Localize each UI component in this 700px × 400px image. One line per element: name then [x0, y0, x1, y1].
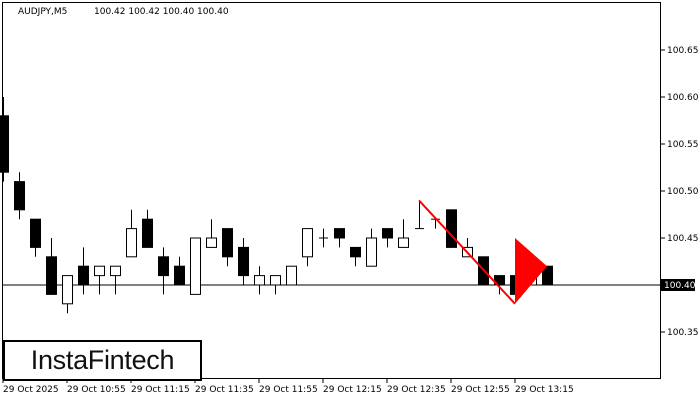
- price-tick-label: 100.65: [667, 46, 699, 56]
- candle-body: [78, 265, 89, 286]
- bullish-candle: [366, 228, 377, 267]
- time-tick-label: 29 Oct 10:55: [67, 385, 126, 395]
- candle-body: [238, 246, 249, 277]
- bullish-candle: [62, 275, 73, 314]
- bearish-candle: [238, 238, 249, 285]
- bearish-candle: [142, 209, 153, 248]
- candle-body: [382, 228, 393, 239]
- time-tick-label: 29 Oct 12:35: [387, 385, 446, 395]
- price-axis: 100.65 100.60 100.55 100.50 100.45 100.40 100.…: [661, 46, 699, 338]
- candle-body: [302, 228, 313, 258]
- bearish-candle: [174, 256, 185, 286]
- candle-body: [222, 228, 233, 258]
- time-tick-label: 29 Oct 11:35: [195, 385, 254, 395]
- time-axis: 29 Oct 2025 29 Oct 10:55 29 Oct 11:15 29 Oc…: [2, 379, 574, 395]
- price-tick-label: 100.45: [667, 234, 699, 244]
- candle-body: [174, 265, 185, 286]
- bullish-candle: [94, 265, 105, 295]
- candle-body: [350, 246, 361, 258]
- price-tick-label: 100.55: [667, 140, 699, 150]
- price-tick-label: 100.60: [667, 93, 699, 103]
- bullish-candle: [270, 275, 281, 295]
- candle-body: [206, 237, 217, 248]
- bearish-flag-pattern: [418, 199, 547, 305]
- candle-body: [62, 275, 73, 305]
- instafintech-logo: InstaFintech: [3, 340, 202, 381]
- pattern-pole: [418, 199, 516, 305]
- bearish-candle: [446, 209, 457, 248]
- pattern-flag: [515, 238, 547, 304]
- time-tick-label: 29 Oct 12:55: [451, 385, 510, 395]
- bearish-candle: [78, 247, 89, 295]
- bearish-candle: [0, 97, 9, 182]
- bearish-candle: [46, 238, 57, 295]
- candle-body: [126, 228, 137, 258]
- bullish-candle: [190, 237, 201, 295]
- candle-body: [0, 115, 9, 173]
- bearish-candle: [350, 246, 361, 267]
- svg-text:100.40: 100.40: [664, 281, 696, 291]
- bearish-candle: [222, 228, 233, 267]
- candle-body: [14, 181, 25, 211]
- time-tick-label: 29 Oct 11:55: [259, 385, 318, 395]
- bullish-candle: [302, 228, 313, 267]
- bullish-candle: [286, 265, 297, 286]
- price-tick-label: 100.50: [667, 187, 699, 197]
- symbol-label: AUDJPY,M5: [18, 7, 67, 17]
- candle-body: [366, 237, 377, 267]
- candle-body: [446, 209, 457, 248]
- ohlc-label: 100.42 100.42 100.40 100.40: [94, 7, 229, 17]
- candle-body: [286, 265, 297, 286]
- candle-body: [254, 275, 265, 286]
- candle-body: [334, 228, 345, 239]
- bearish-candle: [334, 228, 345, 248]
- time-tick-label: 29 Oct 2025: [3, 385, 59, 395]
- price-tick-label: 100.35: [667, 328, 699, 338]
- bullish-candle: [415, 200, 424, 230]
- bearish-candle: [542, 265, 553, 286]
- candle-body: [158, 256, 169, 277]
- bullish-candle: [398, 219, 409, 248]
- chart-frame: [2, 2, 661, 379]
- candle-body: [94, 265, 105, 277]
- candle-body: [270, 275, 281, 286]
- bullish-candle: [126, 209, 137, 258]
- bearish-candle: [158, 247, 169, 295]
- candles: [0, 97, 553, 314]
- candle-body: [142, 218, 153, 248]
- time-tick-label: 29 Oct 11:15: [131, 385, 190, 395]
- candle-body: [190, 237, 201, 295]
- bearish-candle: [14, 172, 25, 220]
- candle-body: [46, 256, 57, 295]
- candle-body: [398, 237, 409, 248]
- bullish-candle: [110, 265, 121, 295]
- time-tick-label: 29 Oct 13:15: [515, 385, 574, 395]
- bearish-candle: [382, 228, 393, 248]
- current-price-label: 100.40: [661, 279, 696, 291]
- bullish-candle: [319, 228, 328, 248]
- candle-body: [30, 218, 41, 248]
- bullish-candle: [254, 266, 265, 295]
- time-tick-label: 29 Oct 12:15: [323, 385, 382, 395]
- bearish-candle: [30, 218, 41, 257]
- candle-body: [542, 265, 553, 286]
- bullish-candle: [206, 219, 217, 248]
- candle-body: [110, 265, 121, 277]
